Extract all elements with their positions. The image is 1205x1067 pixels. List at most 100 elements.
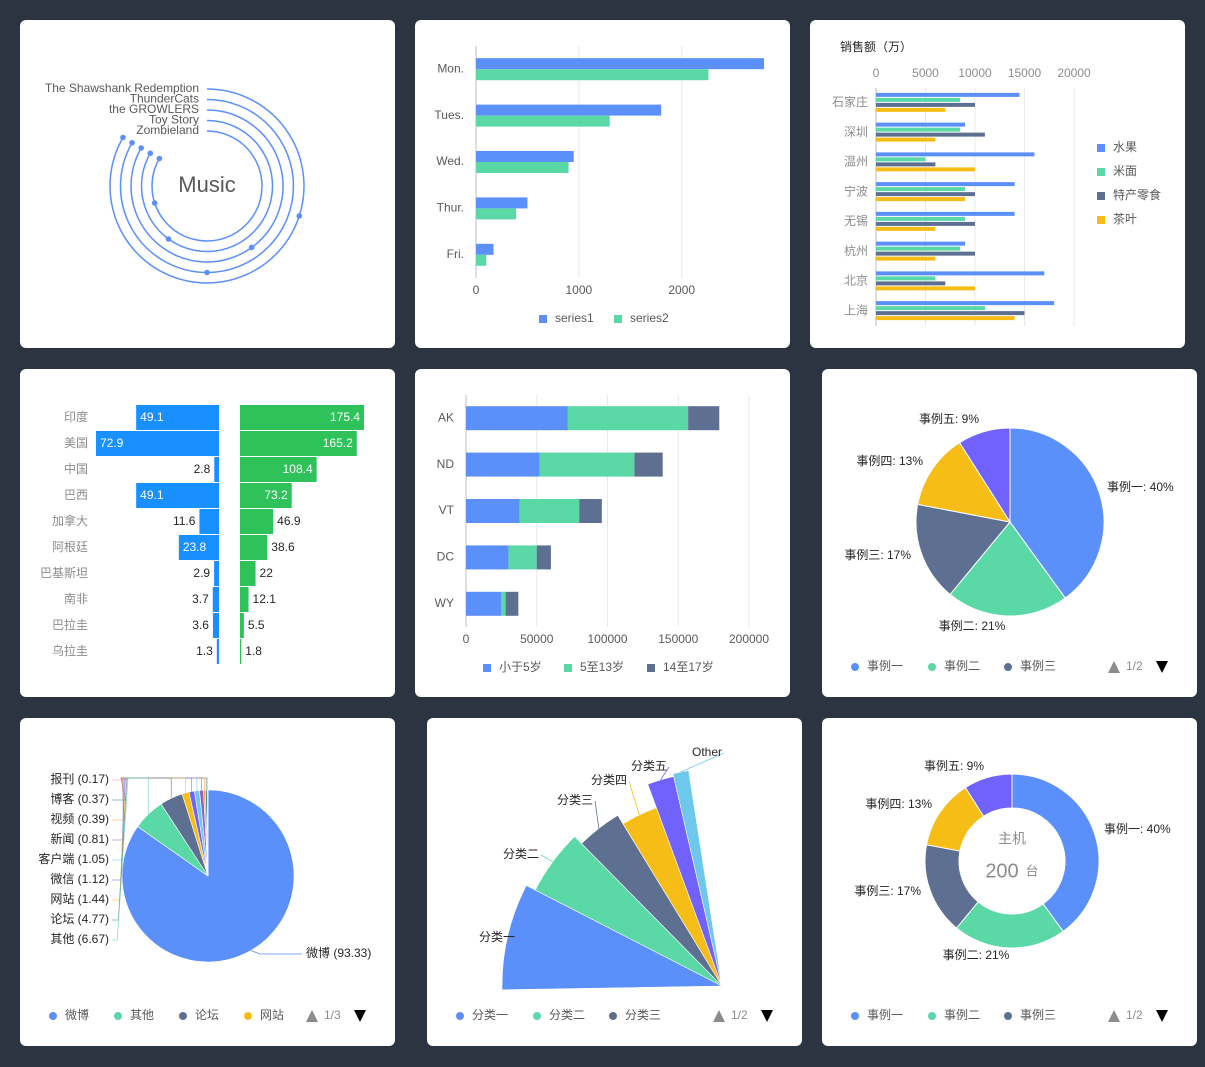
butterfly-right-value: 5.5 [248, 618, 265, 632]
sales-x-tick: 20000 [1057, 66, 1091, 80]
butterfly-right-bar [240, 405, 364, 430]
stacked-x-tick: 200000 [729, 632, 769, 646]
pager-next-button[interactable] [1156, 1010, 1168, 1022]
sales-bar-4 [876, 107, 946, 112]
pie-slice-5 [958, 427, 1011, 524]
butterfly-category-label: 加拿大 [52, 513, 88, 528]
pager-next-button[interactable] [761, 1010, 773, 1022]
rose-label: 分类四 [591, 773, 627, 787]
music-ring-rest-5 [151, 158, 161, 204]
rose-leader-line [594, 800, 600, 829]
card-stacked-bars: AK ND VT DC WY 0 50000 100000 150000 200000 小于5岁 5至… [415, 369, 790, 697]
legend-series2-label: series2 [630, 311, 669, 325]
butterfly-left-value: 3.7 [192, 592, 209, 606]
stacked-bar-3 [688, 406, 720, 431]
butterfly-right-bar [240, 561, 256, 586]
sales-bar-2 [876, 97, 961, 102]
pager-next-button[interactable] [1156, 661, 1168, 673]
donut-center-value: 200 [985, 860, 1018, 882]
stacked-bar-2 [508, 545, 537, 570]
card-rose: 分类一 分类二 分类三 分类四 分类五 Other 分类一 分类二 分类三 1/2 [427, 718, 802, 1046]
butterfly-category-label: 乌拉圭 [52, 643, 88, 658]
media-label: 论坛 (4.77) [50, 912, 109, 926]
butterfly-right-value: 175.4 [330, 410, 360, 424]
media-legend-2-marker [114, 1012, 122, 1020]
sales-legend-1-label: 水果 [1113, 140, 1137, 154]
pager-next-button[interactable] [354, 1010, 366, 1022]
sales-category-label: 杭州 [844, 243, 868, 258]
stacked-category-label: VT [439, 503, 455, 517]
rose-leader-line [540, 854, 553, 863]
pager-label: 1/2 [731, 1008, 748, 1022]
card-weekly-bars: Mon. Tues. Wed. Thur. Fri. 0 1000 2000 series1 se… [415, 20, 790, 348]
weekly-category-label: Fri. [447, 247, 464, 261]
card-music-radial: The Shawshank Redemption ThunderCats the G… [20, 20, 395, 348]
pager-prev-button[interactable] [713, 1010, 725, 1022]
rose-legend-1-marker [456, 1012, 464, 1020]
music-ring-end-dot-4 [147, 150, 154, 157]
pager-prev-button[interactable] [306, 1010, 318, 1022]
pie-slice-label: 事例一: 40% [1107, 480, 1174, 494]
donut-center-unit: 台 [1025, 863, 1038, 878]
stacked-category-label: ND [437, 457, 455, 471]
media-leader-big [250, 950, 302, 955]
weekly-bar-series1 [476, 151, 574, 162]
butterfly-left-bar [199, 509, 219, 534]
music-item-label: the GROWLERS [109, 102, 199, 116]
rose-legend-2-marker [533, 1012, 541, 1020]
butterfly-left-bar [214, 561, 219, 586]
media-label: 博客 (0.37) [50, 791, 109, 806]
butterfly-left-value: 1.3 [196, 644, 213, 658]
butterfly-category-label: 印度 [64, 409, 88, 424]
music-ring-end-dot-5 [156, 155, 163, 162]
butterfly-right-value: 165.2 [323, 436, 353, 450]
sales-bar-1 [876, 92, 1020, 97]
pager-prev-button[interactable] [1108, 1010, 1120, 1022]
sales-legend-4-marker [1097, 216, 1105, 224]
music-ring-dot-1 [296, 213, 303, 219]
stacked-bar-1 [466, 499, 520, 523]
sales-bar-3 [876, 132, 985, 137]
rose-label: 分类五 [631, 759, 667, 773]
media-slice-1 [121, 789, 295, 963]
sales-bar-4 [876, 226, 936, 231]
butterfly-left-bar [212, 587, 219, 612]
music-ring-5 [153, 130, 263, 242]
music-ring-end-dot-1 [120, 134, 126, 141]
sales-bar-chart: 销售额（万） 0 5000 10000 15000 20000 石家庄深圳温州宁波无锡杭州北… [832, 39, 1161, 326]
media-leader-line [112, 777, 149, 941]
butterfly-right-value: 22 [260, 566, 274, 580]
rose-slice-3 [581, 814, 723, 987]
sales-bar-3 [876, 162, 936, 167]
butterfly-right-value: 108.4 [283, 462, 313, 476]
sales-bar-1 [876, 271, 1045, 276]
card-donut: 事例一: 40% 事例二: 21% 事例三: 17% 事例四: 13% 事例五: 9% 主… [822, 718, 1197, 1046]
media-legend-1-label: 微博 [65, 1007, 89, 1022]
sales-bar-1 [876, 241, 966, 246]
sales-category-label: 深圳 [844, 125, 868, 139]
sales-bar-2 [876, 306, 985, 311]
sales-bar-3 [876, 102, 975, 107]
butterfly-left-bar [178, 535, 219, 560]
butterfly-right-bar [240, 431, 357, 456]
weekly-bar-chart: Mon. Tues. Wed. Thur. Fri. 0 1000 2000 series1 se… [434, 46, 764, 325]
pie-legend-3-label: 事例三 [1020, 659, 1056, 673]
sales-bar-3 [876, 281, 946, 286]
music-ring-1 [206, 88, 305, 217]
butterfly-category-label: 阿根廷 [52, 540, 88, 554]
stacked-legend-3-label: 14至17岁 [663, 659, 714, 674]
butterfly-left-bar [136, 405, 219, 430]
rose-leader-line [680, 752, 725, 773]
music-ring-rest-3 [130, 147, 253, 263]
stacked-category-label: DC [437, 550, 455, 564]
sales-category-label: 温州 [844, 155, 868, 169]
pager-prev-button[interactable] [1108, 661, 1120, 673]
music-ring-rest-2 [119, 142, 208, 274]
weekly-bar-series2 [476, 208, 517, 220]
weekly-bar-series1 [476, 104, 662, 116]
stacked-category-label: AK [438, 410, 454, 424]
donut-legend-3-marker [1004, 1012, 1012, 1020]
media-leader-line [112, 777, 193, 881]
weekly-x-tick: 1000 [566, 283, 593, 297]
